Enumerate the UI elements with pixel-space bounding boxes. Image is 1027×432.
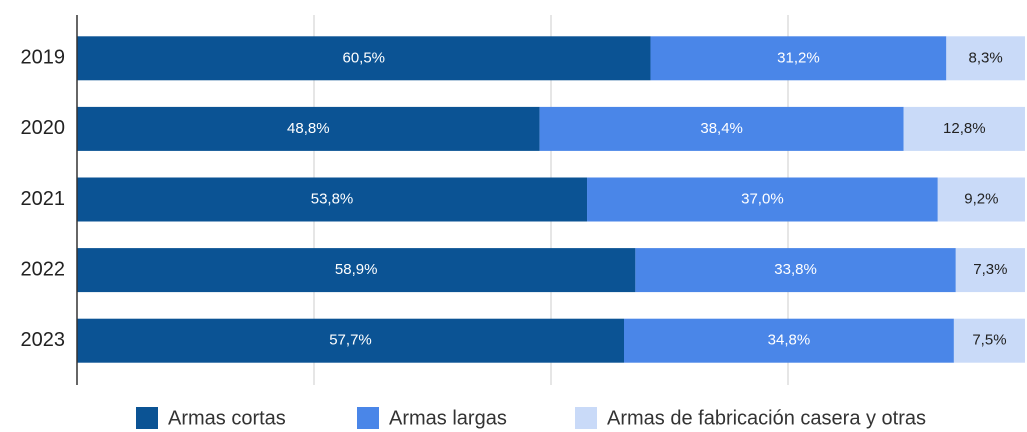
bar-segment [635,248,956,293]
data-label: 9,2% [964,190,998,207]
bar-segment [953,318,1025,363]
data-label: 60,5% [342,49,385,66]
data-label: 8,3% [969,49,1003,66]
legend-swatch [136,407,158,429]
data-label: 12,8% [943,120,986,137]
bar-segment [946,36,1025,81]
legend-swatch [575,407,597,429]
data-label: 57,7% [329,332,372,349]
data-label: 7,3% [973,261,1007,278]
data-label: 7,5% [972,332,1006,349]
data-label: 33,8% [774,261,817,278]
legend-label: Armas largas [389,407,507,429]
legend-label: Armas de fabricación casera y otras [607,407,926,429]
bar-segment [539,106,904,151]
legend-label: Armas cortas [168,407,286,429]
legend-swatch [357,407,379,429]
bar-segment [77,177,588,222]
y-tick-label: 2019 [21,47,66,69]
data-label: 34,8% [768,332,811,349]
bar-segment [77,318,624,363]
bar-segment [937,177,1025,222]
bar-segment [77,106,540,151]
bar-segment [903,106,1025,151]
data-label: 38,4% [700,120,743,137]
bar-segment [955,248,1025,293]
y-tick-label: 2021 [21,188,66,210]
data-label: 58,9% [335,261,378,278]
bar-segment [623,318,954,363]
y-tick-label: 2020 [21,117,66,139]
bar-segment [77,36,651,81]
bar-segment [77,248,636,293]
data-label: 53,8% [311,190,354,207]
y-tick-label: 2022 [21,258,66,280]
data-label: 31,2% [777,49,820,66]
y-tick-label: 2023 [21,329,66,351]
data-label: 48,8% [287,120,330,137]
bar-segment [587,177,938,222]
data-label: 37,0% [741,190,784,207]
bar-segment [650,36,947,81]
